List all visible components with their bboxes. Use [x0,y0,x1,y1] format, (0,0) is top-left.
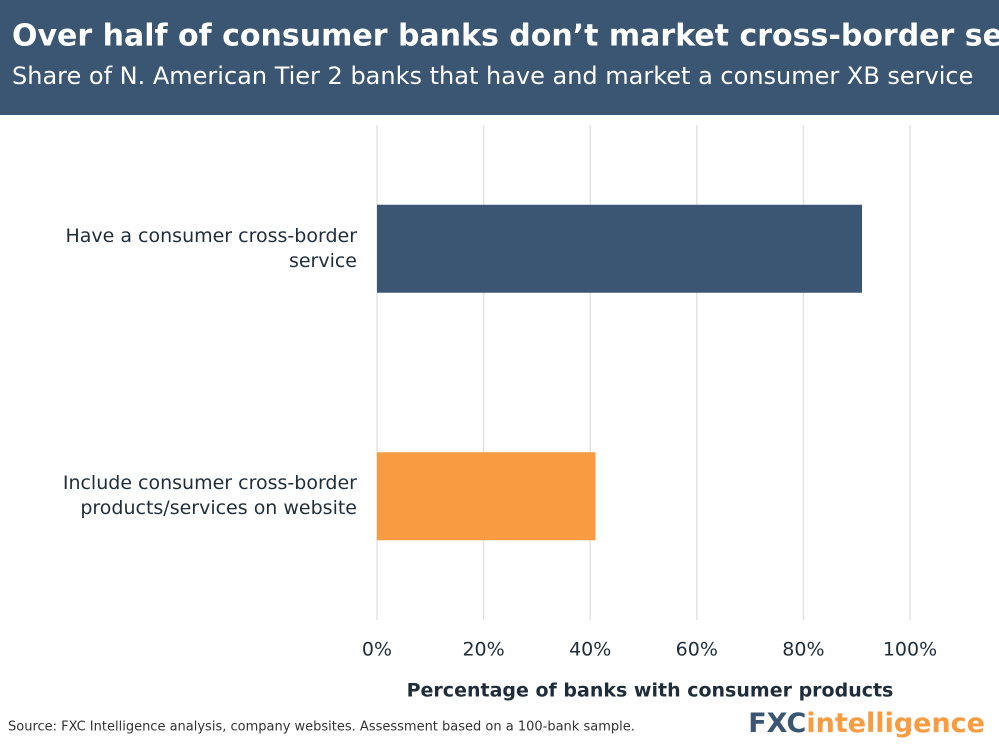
x-axis-title: Percentage of banks with consumer produc… [407,680,894,702]
bar [377,452,596,541]
logo-part: FXC [748,708,806,739]
category-label: Include consumer cross-border products/s… [62,472,357,520]
x-tick-label: 20% [462,639,504,661]
source: Source: FXC Intelligence analysis, compa… [8,720,635,735]
x-tick-label: 40% [569,639,611,661]
bar [377,204,863,293]
chart-subtitle: Share of N. American Tier 2 banks that h… [12,62,973,90]
x-tick-label: 60% [676,639,718,661]
chart-title: Over half of consumer banks don’t market… [12,19,999,54]
x-tick-label: 100% [883,639,937,661]
category-label: Have a consumer cross-border service [65,224,357,272]
logo: FXCintelligence [748,708,985,739]
logo-part: intelligence [806,708,985,739]
header-band [0,0,999,115]
x-tick-label: 80% [782,639,824,661]
x-tick-label: 0% [362,639,392,661]
